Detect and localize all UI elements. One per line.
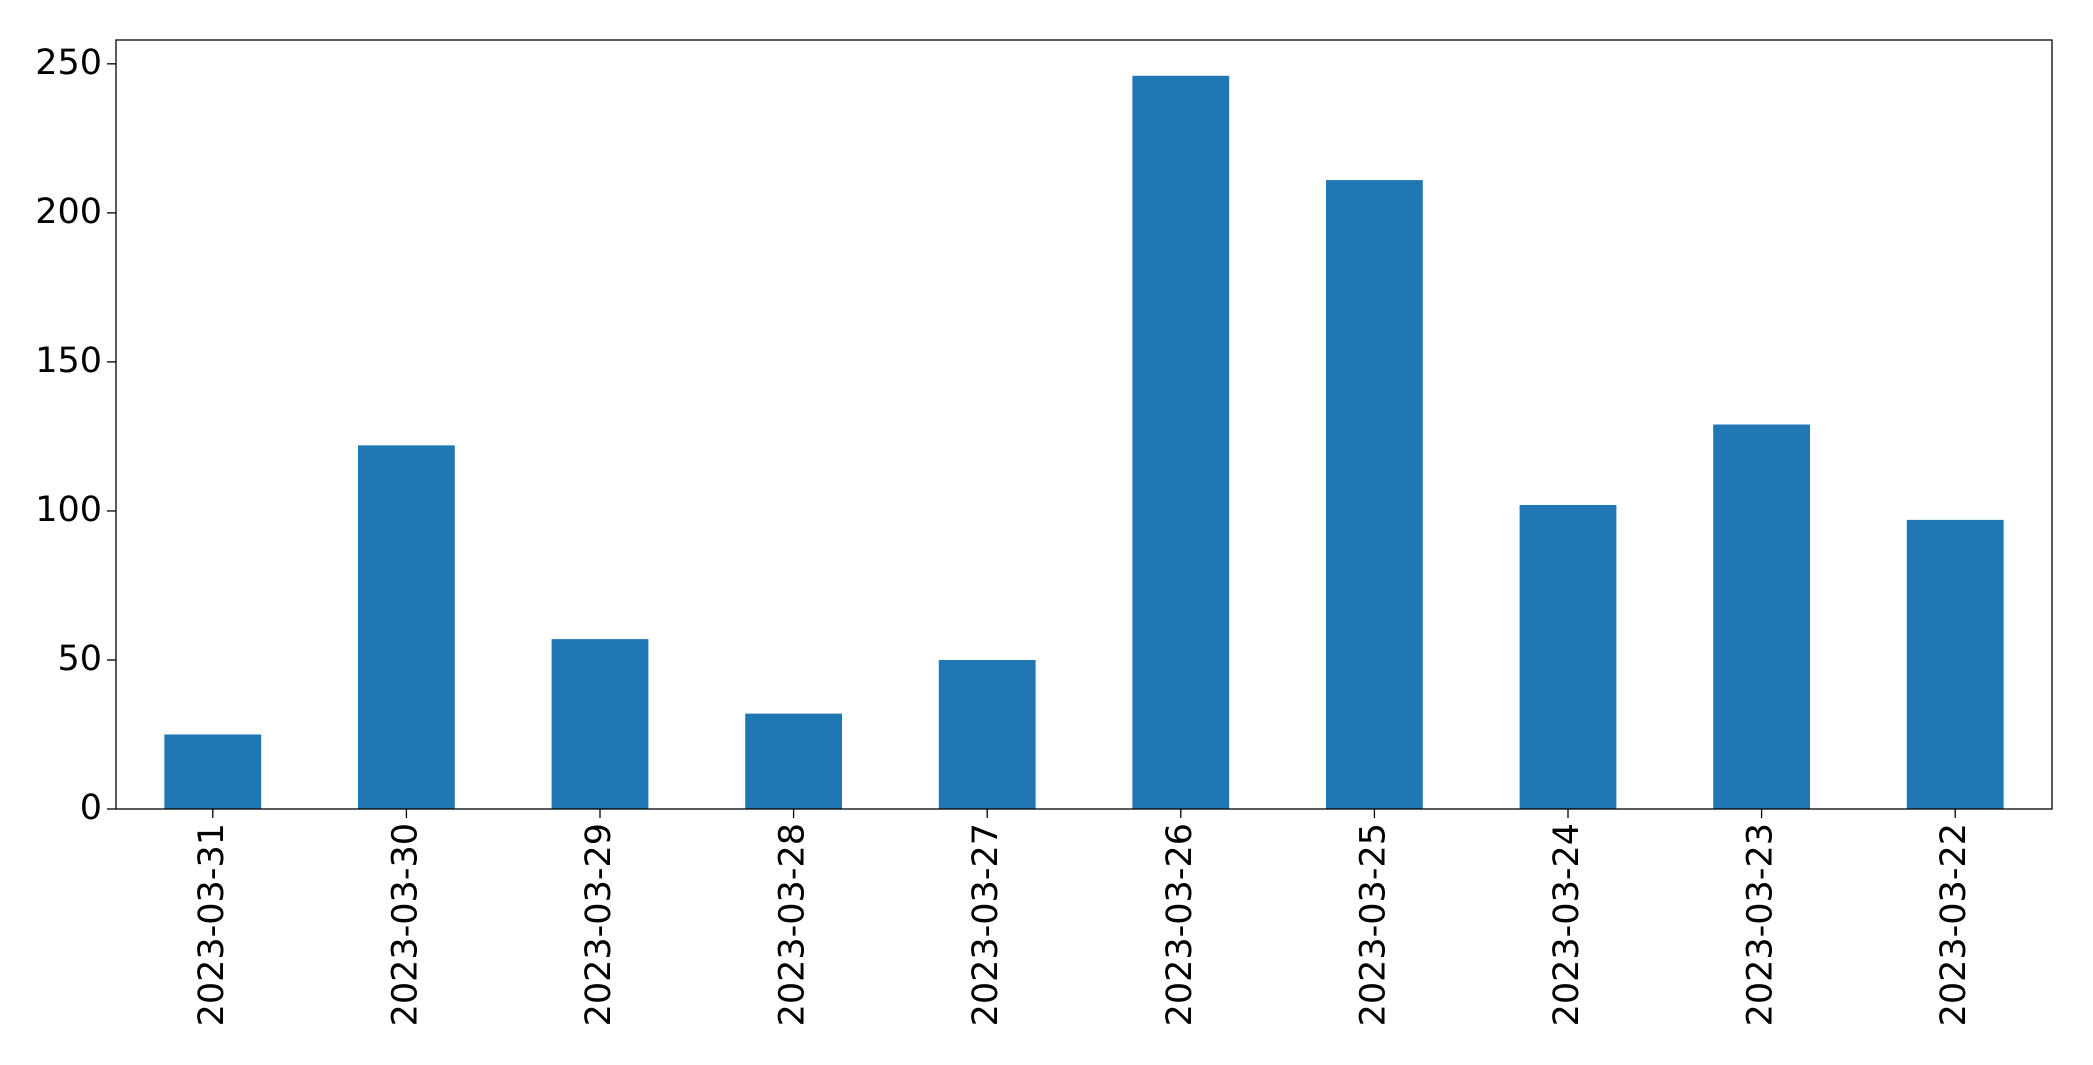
y-tick-label: 150 xyxy=(35,341,102,381)
bar xyxy=(1906,519,2004,809)
x-tick-label: 2023-03-24 xyxy=(1547,823,1587,1026)
x-tick-label: 2023-03-27 xyxy=(966,823,1006,1026)
x-tick-label: 2023-03-26 xyxy=(1160,823,1200,1026)
y-tick-label: 50 xyxy=(57,639,102,679)
y-tick-label: 100 xyxy=(35,490,102,530)
x-tick-label: 2023-03-29 xyxy=(579,823,619,1026)
x-tick-label: 2023-03-25 xyxy=(1353,823,1393,1026)
x-tick-label: 2023-03-31 xyxy=(192,823,232,1026)
bar xyxy=(938,659,1036,809)
y-tick-label: 200 xyxy=(35,192,102,232)
bar xyxy=(1326,180,1423,810)
x-tick-label: 2023-03-30 xyxy=(385,823,425,1026)
bar xyxy=(164,734,262,809)
bar xyxy=(551,639,649,809)
x-tick-label: 2023-03-28 xyxy=(773,823,813,1026)
plot-frame xyxy=(115,39,2053,810)
y-tick-label: 250 xyxy=(35,43,102,83)
bar xyxy=(358,445,455,809)
y-tick-label: 0 xyxy=(80,788,102,828)
bar xyxy=(1132,75,1230,809)
x-tick-label: 2023-03-22 xyxy=(1934,823,1974,1026)
bar xyxy=(1519,504,1617,809)
bar xyxy=(1713,424,1810,809)
x-tick-label: 2023-03-23 xyxy=(1741,823,1781,1026)
bar xyxy=(745,713,842,809)
